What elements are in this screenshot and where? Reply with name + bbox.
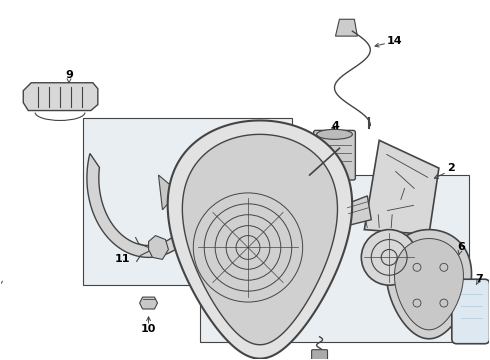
Text: 9: 9: [65, 70, 73, 80]
FancyBboxPatch shape: [200, 175, 469, 342]
Text: 8: 8: [198, 163, 206, 173]
Text: 14: 14: [386, 36, 402, 46]
Text: 7: 7: [475, 274, 483, 284]
Polygon shape: [148, 235, 169, 260]
Polygon shape: [273, 291, 287, 299]
FancyBboxPatch shape: [452, 279, 490, 344]
Ellipse shape: [317, 129, 352, 139]
Text: 12: 12: [215, 316, 230, 326]
Polygon shape: [394, 239, 464, 330]
FancyBboxPatch shape: [314, 130, 355, 180]
Text: 4: 4: [332, 121, 340, 131]
Text: 11: 11: [115, 255, 130, 264]
Polygon shape: [387, 230, 471, 339]
Polygon shape: [365, 140, 439, 235]
Polygon shape: [344, 196, 371, 226]
Text: 6: 6: [457, 243, 465, 252]
Polygon shape: [168, 121, 352, 359]
FancyBboxPatch shape: [312, 350, 327, 360]
Polygon shape: [23, 83, 98, 111]
Polygon shape: [215, 292, 229, 301]
Text: 13: 13: [272, 316, 288, 326]
Polygon shape: [182, 134, 338, 345]
Text: 1: 1: [330, 127, 338, 138]
Text: 10: 10: [141, 324, 156, 334]
Text: 5: 5: [417, 256, 425, 266]
FancyBboxPatch shape: [83, 118, 292, 285]
Circle shape: [361, 230, 417, 285]
Polygon shape: [140, 297, 157, 309]
Text: 2: 2: [447, 163, 455, 173]
Text: 3: 3: [358, 200, 365, 210]
Polygon shape: [336, 19, 357, 36]
Polygon shape: [158, 175, 178, 210]
Polygon shape: [87, 153, 185, 257]
